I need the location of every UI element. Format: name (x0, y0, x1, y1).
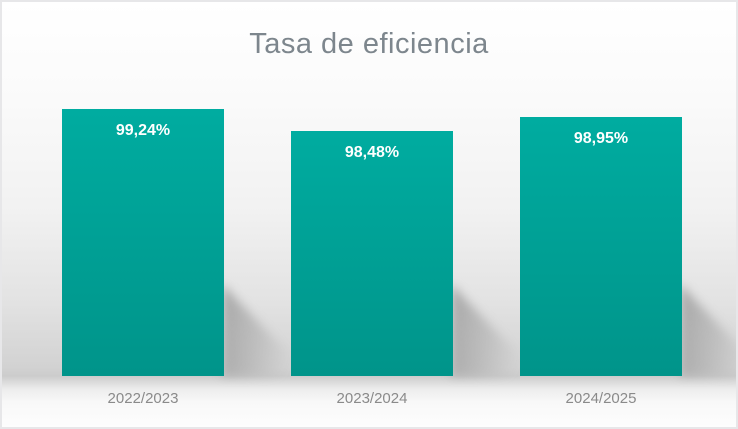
data-label: 99,24% (115, 122, 171, 139)
category-label: 2022/2023 (107, 390, 179, 407)
data-label: 98,48% (344, 144, 400, 161)
category-label: 2024/2025 (565, 390, 637, 407)
bar-floor-shadow (680, 284, 736, 376)
data-label: 98,95% (573, 130, 629, 147)
bar-2023/2024: 98,48% (291, 131, 453, 376)
bar-2024/2025: 98,95% (520, 117, 682, 376)
category-label: 2023/2024 (336, 390, 408, 407)
chart-title: Tasa de eficiencia (249, 28, 489, 60)
bar-2022/2023: 99,24% (62, 109, 224, 376)
